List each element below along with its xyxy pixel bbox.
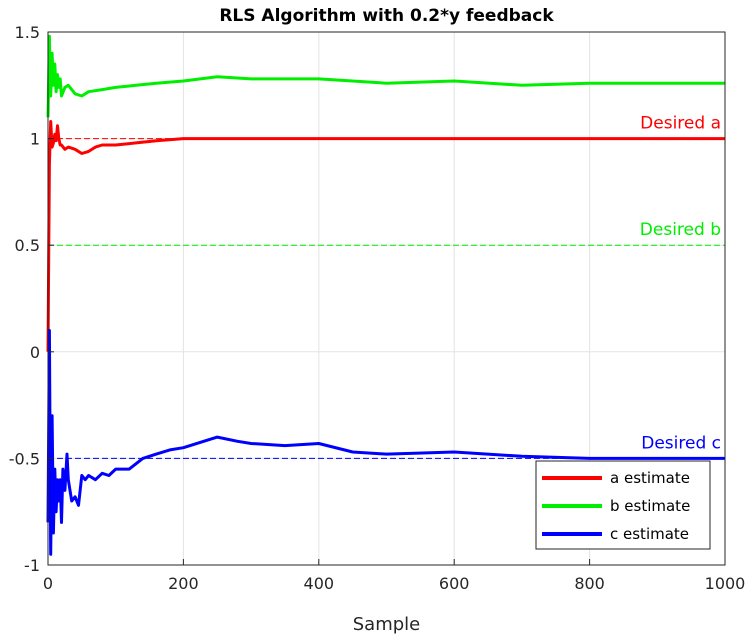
reference-label: Desired a	[640, 114, 721, 134]
x-axis-label: Sample	[353, 614, 421, 635]
x-tick-label: 0	[43, 574, 53, 593]
x-tick-label: 400	[304, 574, 335, 593]
legend: a estimate b estimate c estimate	[535, 460, 711, 550]
x-tick-label: 1000	[705, 574, 746, 593]
y-tick-label: 1	[30, 130, 40, 149]
chart-title: RLS Algorithm with 0.2*y feedback	[219, 6, 554, 26]
legend-label: a estimate	[610, 469, 690, 487]
x-tick-label: 800	[574, 574, 605, 593]
reference-lines	[48, 138, 725, 459]
x-ticks: 0 200 400 600 800 1000	[43, 559, 745, 593]
plot-area-frame	[47, 31, 726, 566]
reference-label: Desired c	[641, 433, 721, 453]
legend-label: c estimate	[610, 525, 689, 543]
y-tick-label: 1.5	[15, 23, 40, 42]
x-tick-label: 200	[168, 574, 199, 593]
reference-labels: Desired a Desired b Desired c	[640, 114, 721, 454]
y-tick-label: 0	[30, 343, 40, 362]
y-tick-label: 0.5	[15, 236, 40, 255]
x-tick-label: 600	[439, 574, 470, 593]
y-tick-label: -1	[24, 556, 40, 575]
series-lines	[46, 34, 725, 556]
reference-label: Desired b	[640, 220, 721, 240]
series-line	[46, 34, 725, 118]
y-tick-label: -0.5	[9, 449, 40, 468]
series-line	[46, 120, 725, 352]
series-line	[46, 329, 725, 556]
y-ticks: -1 -0.5 0 0.5 1 1.5	[9, 23, 54, 575]
legend-label: b estimate	[610, 497, 690, 515]
